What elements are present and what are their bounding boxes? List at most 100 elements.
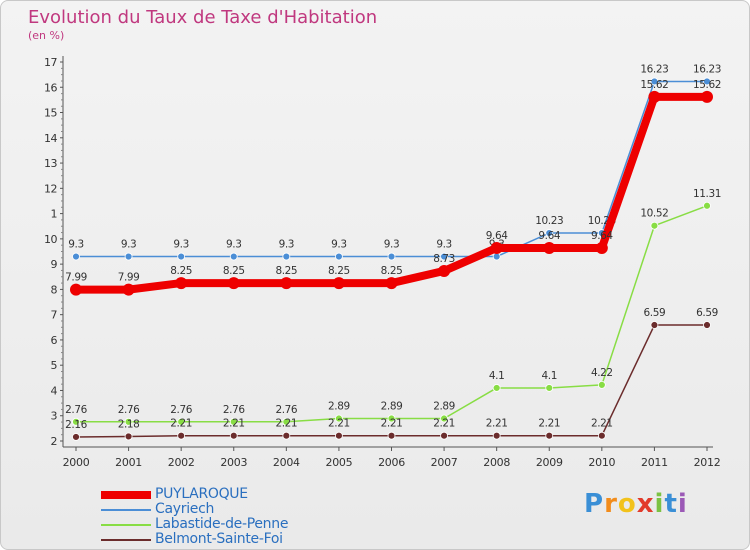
data-label: 9.3: [226, 239, 242, 251]
data-label: 2.89: [433, 401, 455, 413]
y-tick-label: 4: [51, 384, 58, 397]
legend-swatch: [101, 524, 151, 526]
data-point: [332, 277, 345, 290]
data-label: 10.23: [535, 215, 563, 227]
data-point: [124, 417, 133, 426]
data-label: 8.73: [433, 253, 455, 265]
series-labastide-de-penne: 2.76 2.76 2.76 2.76 2.76 2.89 2.89 2.89 4.1 4.1 4.…: [65, 188, 721, 426]
data-label: 15.62: [693, 79, 721, 91]
data-label: 9.3: [279, 239, 295, 251]
data-label: 2.89: [381, 401, 403, 413]
logo-letter: t: [664, 489, 678, 519]
data-label: 16.23: [693, 63, 721, 75]
data-label: 2.21: [433, 418, 455, 430]
data-label: 8.25: [328, 265, 350, 277]
data-point: [650, 321, 659, 329]
data-point: [229, 252, 238, 261]
data-point: [70, 283, 82, 296]
data-label: 2.16: [65, 419, 87, 431]
data-label: 15.62: [640, 79, 668, 91]
data-point: [282, 417, 291, 426]
y-tick-label: 1: [51, 208, 58, 221]
data-point: [229, 417, 238, 426]
y-tick-label: 15: [44, 107, 57, 120]
legend-swatch: [101, 509, 151, 511]
data-point: [492, 431, 501, 440]
data-label: 8.25: [223, 265, 245, 277]
data-point: [492, 252, 501, 261]
x-tick-label: 2009: [536, 456, 563, 469]
data-point: [595, 241, 608, 254]
data-label: 9.3: [121, 239, 137, 251]
y-tick-label: 2: [51, 435, 58, 448]
data-label: 2.76: [118, 404, 140, 416]
data-point: [282, 252, 291, 261]
data-point: [440, 414, 448, 423]
y-tick-label: 17: [44, 56, 57, 69]
data-label: 2.21: [591, 418, 613, 430]
data-label: 2.21: [328, 418, 350, 430]
chart-title: Evolution du Taux de Taxe d'Habitation: [28, 7, 378, 28]
y-tick-label: 3: [51, 410, 58, 423]
data-label: 2.21: [275, 418, 297, 430]
data-label: 6.59: [644, 307, 666, 319]
legend-label: Cayriech: [155, 501, 215, 517]
data-label: 7.99: [65, 272, 87, 284]
series-belmont-sainte-foi: 2.16 2.18 2.21 2.21 2.21 2.21 2.21 2.21 2.21 2.21…: [65, 307, 718, 441]
legend-swatch: [101, 491, 151, 499]
proxiti-logo: Proxiti: [584, 489, 688, 519]
data-label: 2.76: [275, 404, 297, 416]
data-label: 2.21: [170, 418, 192, 430]
data-point: [703, 321, 711, 329]
data-label: 7.99: [118, 272, 140, 284]
y-tick-label: 10: [44, 233, 57, 246]
x-tick-label: 2006: [378, 456, 405, 469]
unit-label: (en %): [28, 29, 65, 42]
data-label: 2.21: [486, 418, 508, 430]
x-tick-label: 2012: [694, 456, 721, 469]
data-point: [492, 384, 501, 392]
data-point: [545, 384, 554, 392]
data-point: [335, 414, 343, 423]
data-label: 2.76: [65, 404, 87, 416]
logo-letter: o: [617, 489, 637, 519]
data-label: 2.21: [381, 418, 403, 430]
series-cayriech: 9.39.39.39.39.39.39.39.39.310.2310.2316.…: [68, 63, 721, 261]
legend-label: Belmont-Sainte-Foi: [155, 531, 283, 547]
x-tick-label: 2008: [483, 456, 510, 469]
data-point: [440, 431, 448, 440]
data-point: [124, 252, 133, 261]
data-label: 4.1: [542, 370, 558, 382]
legend-label: Labastide-de-Penne: [155, 516, 289, 532]
data-label: 10.52: [640, 208, 668, 220]
data-label: 9.64: [591, 230, 613, 242]
data-label: 9.64: [538, 230, 560, 242]
data-point: [703, 201, 711, 210]
x-tick-label: 2001: [115, 456, 142, 469]
data-point: [543, 241, 556, 254]
data-label: 4.22: [591, 367, 613, 379]
y-tick-label: 14: [44, 132, 57, 145]
data-point: [282, 431, 291, 440]
data-point: [385, 277, 398, 290]
y-tick-label: 8: [51, 283, 58, 296]
data-label: 2.89: [328, 401, 350, 413]
logo-letter: i: [677, 489, 688, 519]
series-line: [76, 92, 707, 294]
data-point: [72, 433, 80, 441]
data-point: [335, 252, 343, 261]
data-point: [545, 431, 554, 440]
data-label: 9.3: [436, 239, 452, 251]
data-point: [72, 252, 80, 261]
x-tick-label: 2002: [168, 456, 195, 469]
data-label: 16.23: [640, 63, 668, 75]
data-point: [387, 414, 396, 423]
data-point: [387, 252, 396, 261]
data-point: [124, 432, 133, 441]
data-label: 9.3: [384, 239, 400, 251]
y-tick-label: 6: [51, 334, 58, 347]
data-point: [72, 417, 80, 426]
data-point: [440, 252, 448, 261]
data-point: [177, 252, 186, 261]
